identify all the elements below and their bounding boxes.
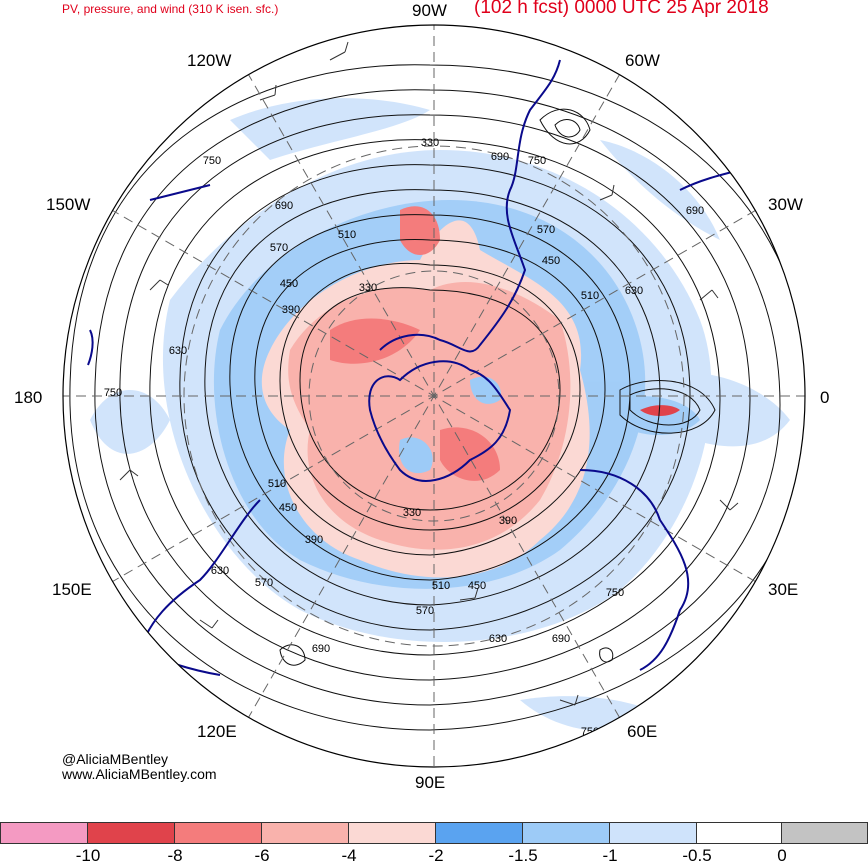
contour-label: 750 [606,587,624,599]
contour-label: 630 [211,565,229,577]
map-title: (102 h fcst) 0000 UTC 25 Apr 2018 [474,0,769,18]
lon-label-150e: 150E [52,580,92,599]
graticule [63,25,805,767]
colorbar-swatch [435,822,523,844]
lon-label-120w: 120W [187,51,232,70]
contour-label: 750 [528,155,546,167]
contour-label: 570 [255,577,273,589]
contour-label: 450 [280,278,298,290]
contour-label: 510 [338,229,356,241]
contour-label: 510 [268,478,286,490]
contour-label: 630 [625,285,643,297]
contour-label: 450 [468,580,486,592]
contour-label: 630 [169,345,187,357]
colorbar-swatch [0,822,88,844]
colorbar-label: -6 [254,846,270,865]
colorbar-swatch [781,822,868,844]
contour-label: 750 [203,155,221,167]
contour-label: 690 [686,205,704,217]
contour-label: 510 [581,290,599,302]
colorbar-label: -2 [428,846,444,865]
colorbar-swatch [261,822,349,844]
map-disk: 330 390 450 510 570 630 690 750 330 690 … [63,25,805,767]
credit-url: www.AliciaMBentley.com [62,766,217,782]
colorbar-label: 0 [777,846,787,865]
colorbar-swatch [87,822,175,844]
colorbar-label: -4 [341,846,357,865]
lon-label-30w: 30W [768,195,803,214]
colorbar-swatch [522,822,610,844]
lon-label-180: 180 [14,388,43,407]
lon-label-90e: 90E [415,773,446,792]
pressure-contours [69,64,805,731]
wind-barbs [119,41,739,706]
contour-label: 450 [542,255,560,267]
contour-label: 690 [491,151,509,163]
contour-label: 330 [403,507,421,519]
contour-label: 750 [104,387,122,399]
colorbar-label: -10 [75,846,101,865]
colorbar-swatch [174,822,262,844]
contour-label: 330 [359,282,377,294]
colorbar-label: -8 [167,846,183,865]
lon-label-60w: 60W [625,51,660,70]
map-boundary [62,24,806,768]
credit-handle: @AliciaMBentley [62,751,169,767]
contour-label: 510 [432,580,450,592]
contour-label: 570 [270,242,288,254]
polar-map: 330 390 450 510 570 630 690 750 330 690 … [62,24,806,768]
lon-label-90w: 90W [412,1,447,20]
colorbar-label: -1.5 [508,846,538,865]
colorbar-swatch [348,822,436,844]
contour-label: 570 [537,224,555,236]
contour-label: 330 [421,137,439,149]
lon-label-30e: 30E [768,580,799,599]
contour-label: 630 [489,633,507,645]
colorbar-label: -1 [602,846,618,865]
contour-label: 390 [305,534,323,546]
colorbar-swatch [696,822,782,844]
contour-label: 690 [312,643,330,655]
lon-label-0: 0 [820,388,830,407]
lon-label-120e: 120E [197,722,237,741]
contour-label: 390 [282,304,300,316]
contour-label: 450 [279,502,297,514]
map-subtitle: PV, pressure, and wind (310 K isen. sfc.… [62,2,279,16]
contour-label: 690 [275,200,293,212]
lon-label-60e: 60E [627,722,658,741]
colorbar-label: -0.5 [682,846,712,865]
contour-label: 570 [416,605,434,617]
contour-label: 690 [552,633,570,645]
colorbar-swatch [609,822,697,844]
contour-label: 390 [499,515,517,527]
lon-label-150w: 150W [46,195,91,214]
